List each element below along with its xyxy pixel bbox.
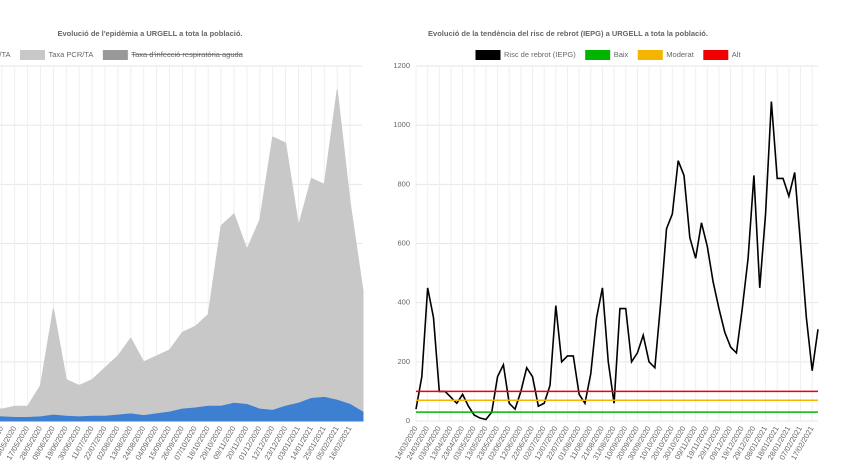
legend-label[interactable]: Risc de rebrot (IEPG): [504, 50, 576, 59]
legend-label[interactable]: Taxa PCR/TA: [48, 50, 93, 59]
y-tick-label: 600: [397, 238, 410, 247]
y-tick-label: 1000: [393, 120, 410, 129]
line: [415, 101, 819, 421]
legend-swatch: [703, 50, 729, 60]
legend-swatch: [102, 50, 128, 60]
risk-chart: Evolució de la tendència del risc de reb…: [393, 29, 819, 462]
legend-label[interactable]: Baix: [614, 50, 629, 59]
area: [0, 396, 364, 422]
legend-swatch: [475, 50, 501, 60]
y-tick-label: 400: [397, 298, 410, 307]
legend-label[interactable]: Taxa d'infecció respiratòria aguda: [131, 50, 243, 59]
legend-label[interactable]: Moderat: [666, 50, 694, 59]
area: [0, 89, 364, 422]
chart-title: Evolució de la tendència del risc de reb…: [428, 29, 708, 38]
legend-swatch: [19, 50, 45, 60]
legend-label[interactable]: Alt: [732, 50, 742, 59]
y-tick-label: 0: [406, 416, 410, 425]
chart-title: Evolució de l'epidèmia a URGELL a tota l…: [57, 29, 242, 38]
epidemic-chart: Evolució de l'epidèmia a URGELL a tota l…: [0, 29, 364, 462]
y-tick-label: 200: [397, 357, 410, 366]
legend-label[interactable]: Taxa confirmats per PCR/TA: [0, 50, 10, 59]
legend-swatch: [637, 50, 663, 60]
legend-swatch: [585, 50, 611, 60]
y-tick-label: 1200: [393, 61, 410, 70]
y-tick-label: 800: [397, 179, 410, 188]
